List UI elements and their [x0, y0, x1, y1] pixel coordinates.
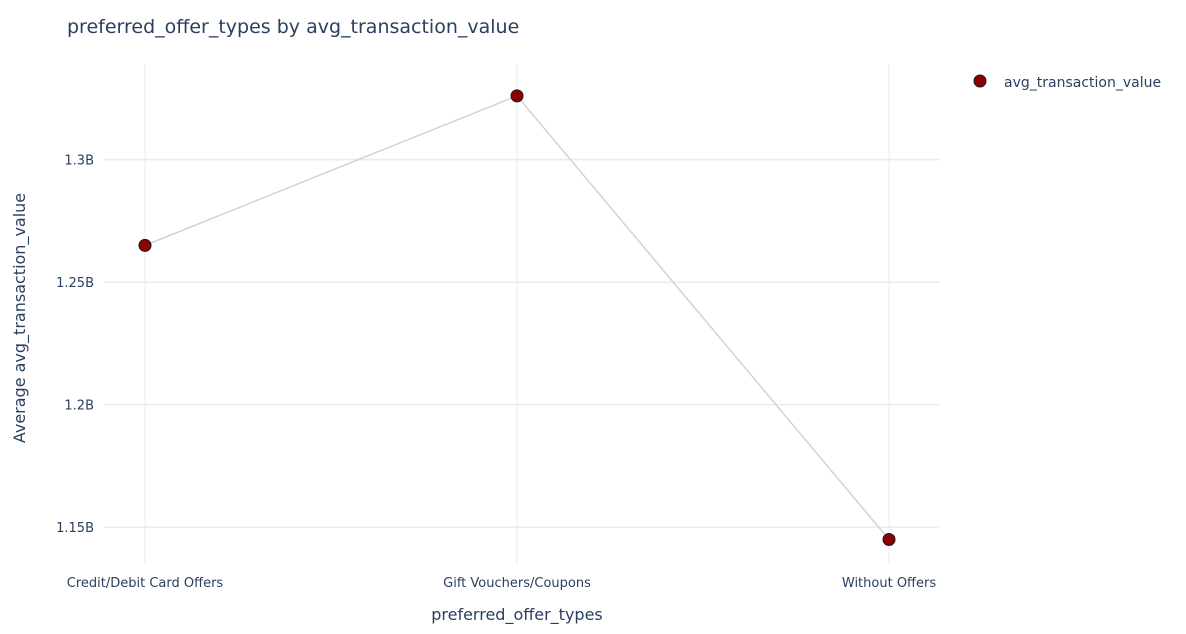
- legend-marker-icon: [973, 74, 987, 88]
- y-tick-label: 1.3B: [64, 154, 94, 169]
- x-axis-label: preferred_offer_types: [431, 605, 603, 625]
- x-tick-label: Without Offers: [842, 576, 936, 591]
- chart-title: preferred_offer_types by avg_transaction…: [67, 16, 519, 38]
- y-axis-ticks: 1.15B 1.2B 1.25B 1.3B: [56, 154, 94, 537]
- x-tick-label: Credit/Debit Card Offers: [67, 576, 224, 591]
- series: [138, 89, 896, 546]
- x-axis-ticks: Credit/Debit Card Offers Gift Vouchers/Co…: [67, 576, 937, 591]
- data-point[interactable]: [882, 532, 896, 546]
- data-point[interactable]: [510, 89, 524, 103]
- data-point[interactable]: [138, 238, 152, 252]
- grid: [104, 64, 939, 564]
- x-tick-label: Gift Vouchers/Coupons: [443, 576, 591, 591]
- legend[interactable]: avg_transaction_value: [973, 74, 1161, 91]
- y-tick-label: 1.2B: [64, 399, 94, 414]
- y-axis-label: Average avg_transaction_value: [10, 193, 30, 443]
- y-tick-label: 1.25B: [56, 276, 94, 291]
- y-tick-label: 1.15B: [56, 521, 94, 536]
- legend-label: avg_transaction_value: [1004, 75, 1161, 91]
